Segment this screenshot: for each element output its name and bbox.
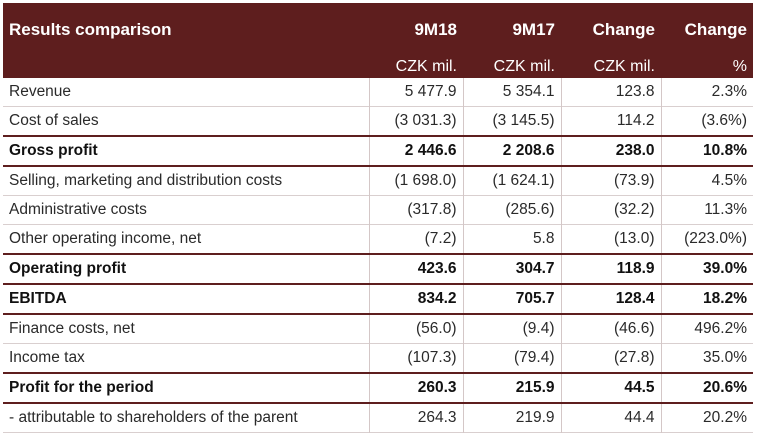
cell-9m18: (7.2) xyxy=(368,224,463,254)
cell-change-abs: (32.2) xyxy=(560,195,661,225)
table-body: Revenue 5 477.9 5 354.1 123.8 2.3% Cost of sa… xyxy=(3,78,753,433)
row-label: Profit for the period xyxy=(9,379,154,396)
row-label: Finance costs, net xyxy=(9,320,135,337)
cell-change-abs: 44.5 xyxy=(560,373,661,403)
cell-change-pct: 11.3% xyxy=(660,195,753,225)
cell-change-pct: 10.8% xyxy=(660,136,753,166)
cell-9m17: 5.8 xyxy=(462,224,561,254)
cell-change-abs: 128.4 xyxy=(560,284,661,314)
table-row: Selling, marketing and distribution cost… xyxy=(3,166,753,196)
header-title: Results comparison xyxy=(3,3,369,56)
cell-9m17: 219.9 xyxy=(462,403,561,433)
cell-9m17: 215.9 xyxy=(462,373,561,403)
cell-9m18: (107.3) xyxy=(368,343,463,373)
row-label: Cost of sales xyxy=(9,112,99,129)
units-row: CZK mil. CZK mil. CZK mil. % xyxy=(3,56,753,78)
cell-change-pct: 20.2% xyxy=(660,403,753,433)
table-row: Income tax (107.3) (79.4) (27.8) 35.0% xyxy=(3,343,753,373)
table-row: Gross profit 2 446.6 2 208.6 238.0 10.8% xyxy=(3,136,753,166)
table-row: Administrative costs (317.8) (285.6) (32.2)… xyxy=(3,195,753,225)
cell-9m18: 260.3 xyxy=(368,373,463,403)
cell-9m18: 423.6 xyxy=(368,254,463,284)
cell-9m17: (1 624.1) xyxy=(462,166,561,196)
row-label: EBITDA xyxy=(9,290,67,307)
cell-9m18: 834.2 xyxy=(368,284,463,314)
table-row: EBITDA 834.2 705.7 128.4 18.2% xyxy=(3,284,753,314)
cell-9m17: (9.4) xyxy=(462,314,561,344)
cell-9m18: (317.8) xyxy=(368,195,463,225)
row-label: Gross profit xyxy=(9,142,98,159)
row-label: Operating profit xyxy=(9,260,127,277)
unit-blank xyxy=(3,56,369,78)
cell-change-pct: 2.3% xyxy=(660,78,753,107)
row-label: Administrative costs xyxy=(9,201,147,218)
header-change-pct: Change xyxy=(661,3,753,56)
results-comparison-table: Results comparison 9M18 9M17 Change Chan… xyxy=(3,3,753,433)
row-label: Income tax xyxy=(9,349,85,366)
table-row: Finance costs, net (56.0) (9.4) (46.6) 496.2… xyxy=(3,314,753,344)
table-row: Operating profit 423.6 304.7 118.9 39.0% xyxy=(3,254,753,284)
row-label: Other operating income, net xyxy=(9,230,202,247)
cell-change-abs: 44.4 xyxy=(560,403,661,433)
cell-change-pct: 4.5% xyxy=(660,166,753,196)
cell-9m17: 705.7 xyxy=(462,284,561,314)
cell-change-pct: (223.0%) xyxy=(660,224,753,254)
table-row: Cost of sales (3 031.3) (3 145.5) 114.2 (3.6… xyxy=(3,106,753,136)
row-label: - attributable to shareholders of the pa… xyxy=(9,409,298,426)
cell-9m17: 304.7 xyxy=(462,254,561,284)
cell-change-abs: (27.8) xyxy=(560,343,661,373)
cell-9m18: 5 477.9 xyxy=(368,78,463,107)
cell-change-pct: 20.6% xyxy=(660,373,753,403)
table-row: Profit for the period 260.3 215.9 44.5 20.6% xyxy=(3,373,753,403)
header-9m18: 9M18 xyxy=(369,3,463,56)
header-change-abs: Change xyxy=(561,3,661,56)
cell-change-abs: 238.0 xyxy=(560,136,661,166)
unit-change-pct: % xyxy=(661,56,753,78)
cell-change-pct: 496.2% xyxy=(660,314,753,344)
cell-9m18: (56.0) xyxy=(368,314,463,344)
cell-change-abs: (13.0) xyxy=(560,224,661,254)
cell-change-abs: (73.9) xyxy=(560,166,661,196)
results-comparison-table-frame: Results comparison 9M18 9M17 Change Chan… xyxy=(3,3,753,433)
cell-change-abs: 118.9 xyxy=(560,254,661,284)
unit-change-abs: CZK mil. xyxy=(561,56,661,78)
cell-change-pct: (3.6%) xyxy=(660,106,753,136)
header-row: Results comparison 9M18 9M17 Change Chan… xyxy=(3,3,753,56)
cell-9m18: 264.3 xyxy=(368,403,463,433)
unit-9m17: CZK mil. xyxy=(463,56,561,78)
table-row: Other operating income, net (7.2) 5.8 (13.0… xyxy=(3,224,753,254)
cell-9m17: 2 208.6 xyxy=(462,136,561,166)
cell-9m18: (1 698.0) xyxy=(368,166,463,196)
cell-change-abs: 123.8 xyxy=(560,78,661,107)
cell-9m17: 5 354.1 xyxy=(462,78,561,107)
header-9m17: 9M17 xyxy=(463,3,561,56)
table-row: Revenue 5 477.9 5 354.1 123.8 2.3% xyxy=(3,78,753,107)
cell-9m17: (79.4) xyxy=(462,343,561,373)
cell-9m18: 2 446.6 xyxy=(368,136,463,166)
cell-9m18: (3 031.3) xyxy=(368,106,463,136)
cell-change-abs: (46.6) xyxy=(560,314,661,344)
table-header: Results comparison 9M18 9M17 Change Chan… xyxy=(3,3,753,78)
cell-change-pct: 18.2% xyxy=(660,284,753,314)
row-label: Revenue xyxy=(9,83,72,100)
cell-9m17: (3 145.5) xyxy=(462,106,561,136)
row-label: Selling, marketing and distribution cost… xyxy=(9,172,283,189)
cell-change-pct: 35.0% xyxy=(660,343,753,373)
table-row: - attributable to shareholders of the pa… xyxy=(3,403,753,433)
cell-change-pct: 39.0% xyxy=(660,254,753,284)
unit-9m18: CZK mil. xyxy=(369,56,463,78)
cell-9m17: (285.6) xyxy=(462,195,561,225)
cell-change-abs: 114.2 xyxy=(560,106,661,136)
